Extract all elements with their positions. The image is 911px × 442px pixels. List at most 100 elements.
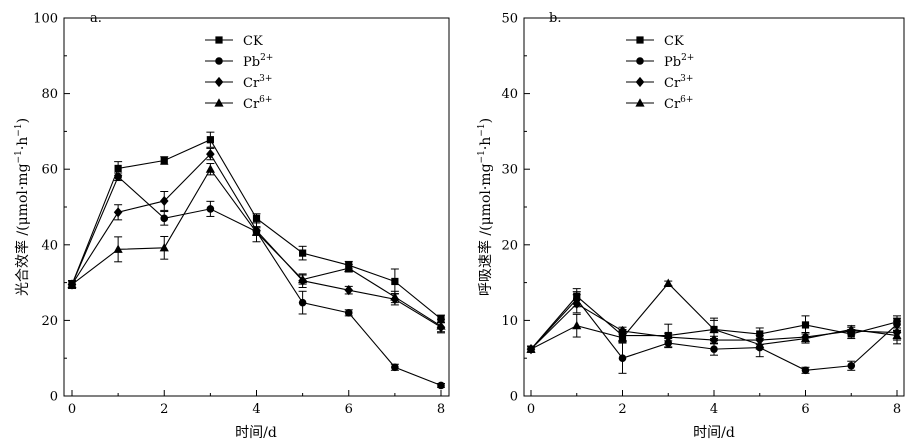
panel-a-legend-marker: [215, 57, 223, 65]
panel-b-y-tick-label: 10: [501, 314, 518, 329]
panel-b-legend-label-sup: 3+: [680, 74, 693, 84]
panel-b-data-point: [847, 361, 856, 370]
panel-a-data-point: [114, 172, 122, 181]
panel-b-legend-label: Pb2+: [664, 53, 694, 70]
panel-b-data-point: [663, 331, 673, 343]
panel-b-legend-label: Cr3+: [664, 74, 693, 91]
panel-a-y-axis-label-mid: ·h: [15, 137, 31, 150]
panel-a-data-point: [299, 249, 307, 257]
panel-b-y-axis-label-sup1: −1: [477, 150, 487, 163]
panel-b-data-point: [526, 344, 536, 353]
panel-b-x-tick-label: 2: [618, 402, 626, 417]
panel-a-x-tick-label: 8: [437, 402, 445, 417]
panel-b-x-tick-label: 6: [801, 402, 809, 417]
panel-a-data-point: [298, 298, 307, 307]
panel-a-data-point: [159, 243, 169, 252]
panel-a-data-point: [160, 214, 169, 223]
panel-b-y-axis-label-main: 呼吸速率 /(μmol·mg: [477, 163, 494, 296]
panel-b-legend-marker: [635, 76, 645, 88]
panel-a-data-point: [344, 285, 354, 296]
panel-a-data-point: [113, 207, 123, 218]
panel-a-data-point: [344, 309, 353, 317]
panel-a-legend-label-sup: 3+: [259, 74, 272, 84]
panel-b-data-point: [709, 324, 719, 334]
panel-b-legend-label-base: Cr: [664, 97, 681, 112]
panel-a-series-line: [71, 168, 442, 327]
panel-a-y-axis-label-main: 光合效率 /(μmol·mg: [14, 163, 31, 296]
panel-a-data-point: [391, 363, 399, 372]
panel-a-data-point: [344, 263, 354, 272]
panel-a-plot-frame: [63, 17, 450, 397]
panel-a-y-tick-label: 100: [33, 12, 58, 27]
panel-a-data-point: [206, 205, 215, 213]
panel-b-legend-marker: [636, 36, 644, 44]
panel-b-data-point: [755, 339, 765, 349]
panel-a-data-point: [206, 148, 215, 160]
panel-a-legend-marker: [214, 98, 224, 107]
panel-b-marks: [526, 278, 902, 375]
panel-a-y-axis-label: 光合效率 /(μmol·mg−1·h−1): [14, 118, 31, 296]
panel-a-legend-label: CK: [243, 34, 263, 49]
panel-b-x-tick-label: 0: [527, 402, 535, 417]
panel-b-data-point: [572, 298, 582, 309]
panel-b-data-point: [618, 325, 627, 337]
panel-b-y-axis-label-end: ): [478, 118, 494, 123]
panel-a-marks: [67, 131, 446, 390]
panel-b-y-axis-label-sup2: −1: [477, 123, 487, 136]
panel-a-legend-label-base: Cr: [243, 76, 260, 91]
panel-a-data-point: [160, 156, 168, 165]
panel-a-data-point: [436, 321, 446, 330]
panel-b-series-cr-6plus: [526, 278, 902, 353]
panel-a-data-point: [206, 136, 214, 144]
panel-a-data-point: [252, 214, 261, 222]
panel-b-y-tick-label: 50: [501, 12, 518, 27]
panel-b-y-axis-label-mid: ·h: [478, 137, 494, 150]
panel-a-y-tick-label: 80: [41, 87, 58, 102]
panel-a-x-tick-label: 2: [160, 402, 168, 417]
panel-b-data-point: [756, 330, 764, 338]
panel-a-legend-label-sup: 2+: [260, 53, 273, 63]
panel-b-legend-label: CK: [664, 34, 684, 49]
panel-a-x-axis-label: 时间/d: [235, 425, 277, 441]
panel-b-data-point: [618, 354, 627, 363]
panel-a-y-tick-label: 60: [41, 163, 58, 178]
panel-b-data-point: [663, 278, 673, 287]
panel-b-legend-label: Cr6+: [664, 95, 693, 112]
panel-a-data-point: [437, 381, 445, 390]
panel-a-legend-label-base: CK: [243, 34, 263, 49]
panel-a-ticks: 0 20 40 60 80 100 0 2 4 6 8: [33, 12, 445, 418]
panel-b-y-tick-label: 20: [501, 238, 518, 253]
panel-a-data-point: [251, 227, 262, 236]
panel-a-data-point: [390, 292, 400, 301]
panel-a-data-point: [205, 164, 215, 173]
panel-b-data-point: [846, 324, 856, 334]
panel-a-data-point: [114, 164, 122, 173]
panel-b-legend-label-base: CK: [664, 34, 684, 49]
panel-b-legend-label-base: Cr: [664, 76, 681, 91]
panel-a-y-axis-label-sup2: −1: [14, 123, 24, 136]
panel-a-series-line: [71, 175, 442, 386]
panel-b-data-point: [572, 320, 582, 330]
panel-b-data-point: [801, 321, 810, 329]
panel-b-data-point: [710, 345, 718, 353]
panel-a-legend-label: Pb2+: [243, 53, 273, 70]
panel-b-label: b.: [549, 11, 561, 26]
panel-b-data-point: [617, 332, 628, 342]
panel-b-data-point: [801, 366, 810, 375]
panel-a-y-tick-label: 40: [41, 238, 58, 253]
panel-a-series-pb-2plus: [68, 172, 445, 390]
panel-b-y-tick-label: 40: [501, 87, 518, 102]
panel-a-photosynthesis-chart: a. 时间/d 光合效率 /(μmol·mg−1·h−1) 0204060801…: [14, 11, 450, 441]
panel-b-legend-label-base: Pb: [664, 55, 681, 70]
panel-a-x-tick-label: 0: [68, 402, 76, 417]
panel-b-data-point: [800, 333, 811, 343]
panel-b-y-tick-label: 30: [501, 163, 518, 178]
panel-b-legend-marker: [635, 98, 645, 107]
panel-a-data-point: [113, 244, 123, 253]
panel-b-y-axis-label: 呼吸速率 /(μmol·mg−1·h−1): [477, 118, 494, 296]
panel-b-data-point: [892, 330, 902, 340]
panel-b-y-tick-label: 0: [510, 390, 518, 405]
